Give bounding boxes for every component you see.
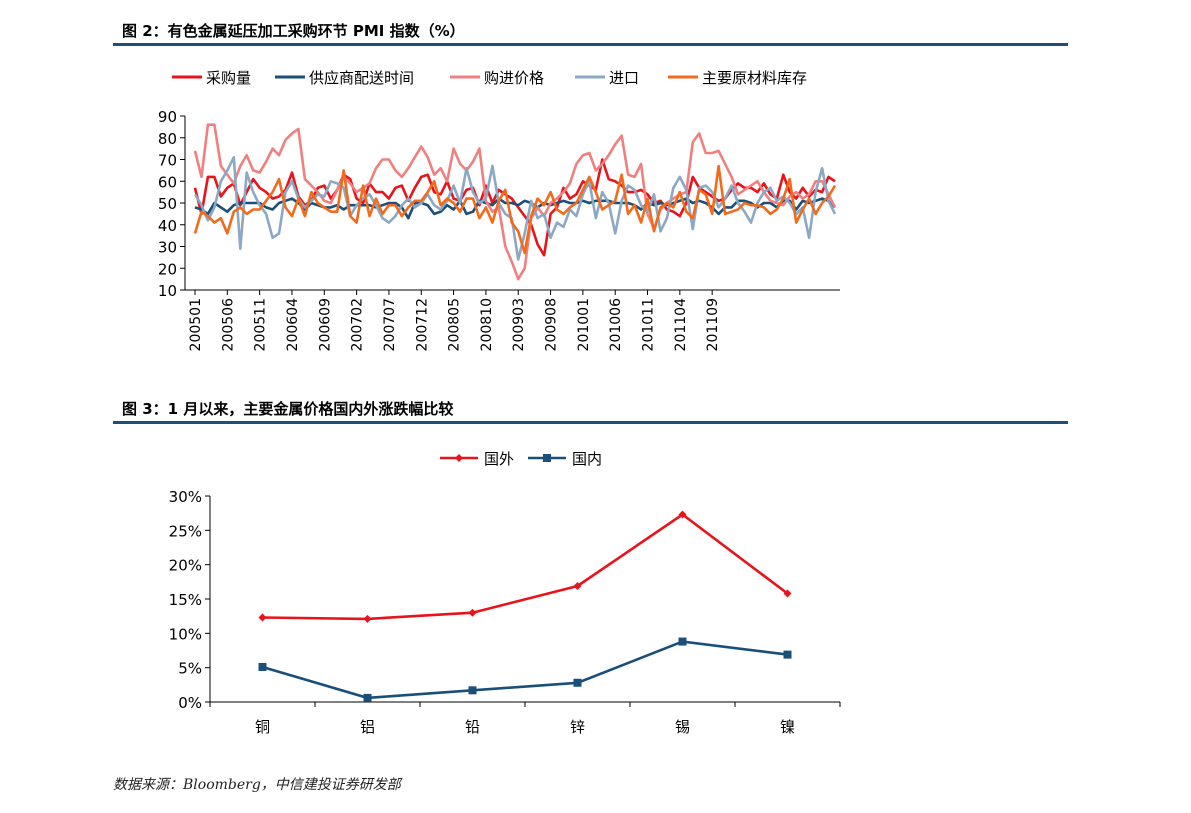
chart1-x-tick-label: 200501 (188, 298, 204, 351)
chart2-y-tick-label: 25% (169, 522, 202, 540)
chart1-x-tick-label: 201001 (576, 298, 592, 351)
chart2-x-tick-label: 铅 (465, 718, 480, 736)
chart1-legend-label: 采购量 (206, 69, 251, 87)
chart1-x-tick-label: 201104 (673, 298, 689, 352)
chart2-y-tick-label: 15% (169, 591, 202, 609)
figure2-title-rule (113, 43, 1068, 46)
chart2-y-tick-label: 10% (169, 625, 202, 643)
chart2-point-marker (258, 662, 267, 671)
chart1-x-tick-label: 200903 (511, 298, 527, 351)
chart2-point-marker (573, 581, 582, 590)
chart1-series-line-3 (193, 156, 837, 261)
chart1-x-tick-label: 200810 (479, 298, 495, 351)
chart2-point-marker (783, 650, 792, 659)
chart1-y-tick-label: 50 (158, 195, 177, 213)
chart2-legend-label: 国外 (484, 450, 514, 468)
chart1-x-tick-label: 200707 (382, 298, 398, 351)
chart2-series-line-0 (262, 512, 789, 621)
chart1-legend-label: 供应商配送时间 (309, 69, 414, 87)
figure2-title: 图 2：有色金属延压加工采购环节 PMI 指数（%） (122, 22, 465, 40)
chart1-y-tick-label: 40 (158, 217, 177, 235)
chart1-x-tick-label: 200506 (220, 298, 236, 352)
chart2-series-line-1 (262, 640, 788, 700)
chart1-legend-label: 进口 (609, 69, 639, 87)
data-source-note: 数据来源：Bloomberg，中信建投证券研发部 (113, 777, 401, 793)
chart1-x-tick-label: 200511 (253, 298, 269, 351)
chart1-x-tick-label: 200908 (544, 298, 560, 351)
chart2-y-tick-label: 30% (169, 488, 202, 506)
chart1-x-tick-label: 200609 (317, 298, 333, 351)
chart2-point-marker (258, 613, 267, 622)
chart1-x-tick-label: 200702 (350, 298, 366, 351)
chart2-x-tick-label: 锌 (570, 718, 585, 736)
chart1-y-tick-label: 60 (158, 173, 177, 191)
chart1-x-tick-label: 200712 (414, 298, 430, 351)
chart2-legend-marker (543, 454, 551, 462)
chart1-x-tick-label: 201011 (641, 298, 657, 351)
chart1-y-tick-label: 30 (158, 239, 177, 257)
chart1-y-tick-label: 70 (158, 152, 177, 170)
chart2-x-tick-label: 锡 (675, 718, 690, 736)
chart2-y-tick-label: 0% (178, 694, 202, 712)
figure3-title: 图 3：1 月以来，主要金属价格国内外涨跌幅比较 (122, 400, 454, 418)
chart2-legend-label: 国内 (572, 450, 602, 468)
chart2-point-marker (573, 678, 582, 687)
chart2-legend-marker (455, 454, 463, 462)
chart1-x-tick-label: 201109 (705, 298, 721, 351)
chart1-y-tick-label: 10 (158, 282, 177, 300)
chart1-y-tick-label: 90 (158, 108, 177, 126)
chart2-y-tick-label: 5% (178, 660, 202, 678)
chart1-x-tick-label: 200604 (285, 298, 301, 352)
chart2-x-tick-label: 铜 (255, 718, 270, 736)
chart2-y-tick-label: 20% (169, 557, 202, 575)
chart1-x-tick-label: 200805 (447, 298, 463, 351)
chart2-point-marker (468, 686, 477, 695)
chart2-x-tick-label: 铝 (360, 718, 375, 736)
chart1-legend-label: 购进价格 (484, 69, 544, 87)
figure3-title-rule (113, 421, 1068, 424)
chart2-point-marker (678, 637, 687, 646)
chart2-point-marker (783, 589, 792, 598)
chart2-x-tick-label: 镍 (780, 718, 795, 736)
chart1-y-tick-label: 80 (158, 130, 177, 148)
chart1-legend-label: 主要原材料库存 (702, 69, 807, 87)
chart2-point-marker (468, 608, 477, 617)
chart1-series-line-4 (193, 164, 837, 255)
chart2-point-marker (678, 510, 687, 519)
chart1-series-line-2 (193, 123, 837, 281)
chart1-y-tick-label: 20 (158, 260, 177, 278)
chart2-point-marker (363, 614, 372, 623)
chart1-x-tick-label: 201006 (608, 298, 624, 352)
chart2-point-marker (363, 693, 372, 702)
